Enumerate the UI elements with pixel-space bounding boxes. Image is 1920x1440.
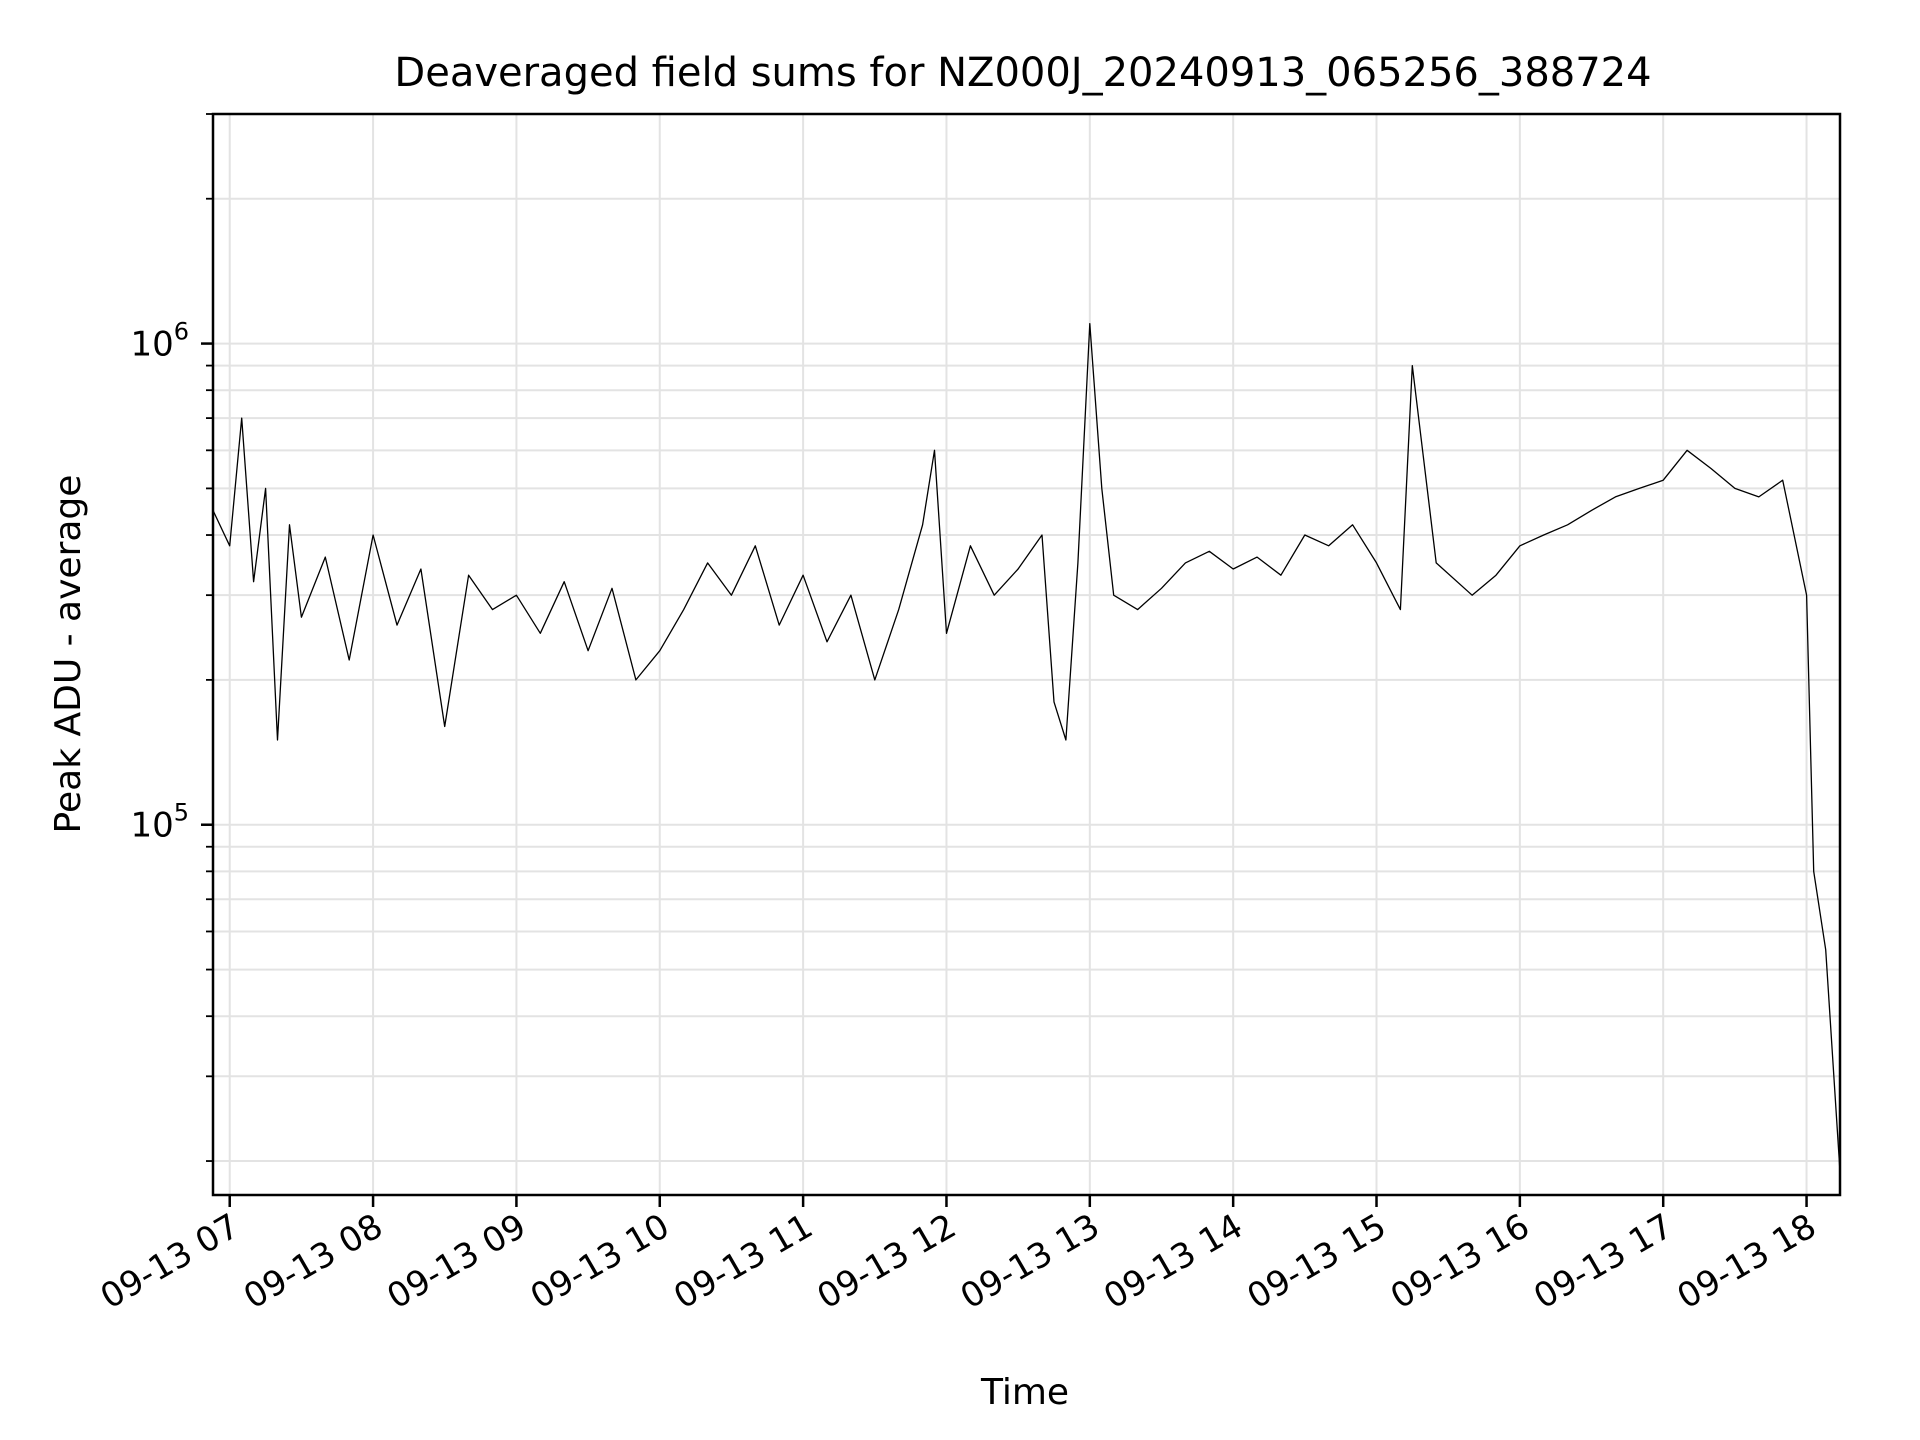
x-axis-label: Time xyxy=(980,1372,1069,1413)
plot-frame xyxy=(211,112,1842,1197)
y-axis-label: Peak ADU - average xyxy=(48,475,89,834)
y-tick-label: 106 xyxy=(130,318,189,365)
data-layer xyxy=(212,323,1841,1172)
chart-title: Deaveraged field sums for NZ000J_2024091… xyxy=(394,50,1651,96)
grid xyxy=(213,113,1840,1195)
y-axis: 105 106 xyxy=(130,113,213,1162)
series-line xyxy=(212,323,1841,1172)
y-tick-label: 105 xyxy=(130,799,189,846)
